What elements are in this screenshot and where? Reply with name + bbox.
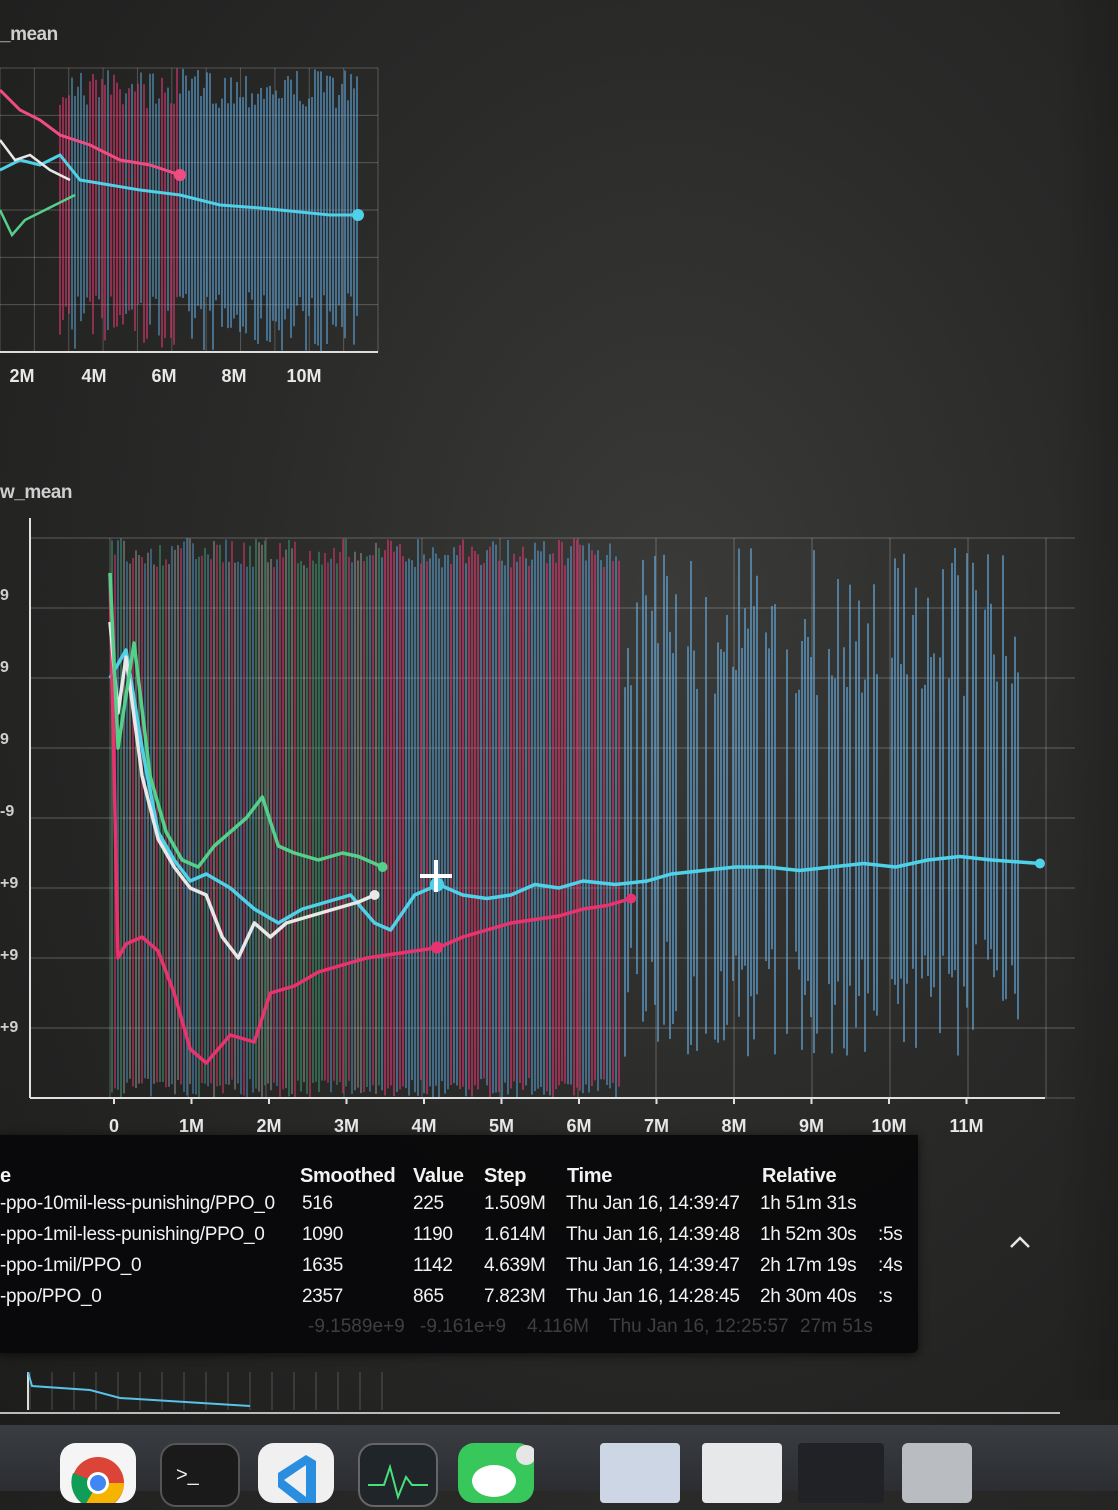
ghost-smoothed: -9.1589e+9 (308, 1316, 405, 1337)
y-tick-label: +9 (0, 1019, 18, 1036)
tooltip-cell-name: -ppo/PPO_0 (0, 1286, 102, 1307)
hover-tooltip: e Smoothed Value Step Time Relative -ppo… (0, 1135, 918, 1353)
window-thumbnail-icon[interactable] (798, 1443, 884, 1503)
header-relative[interactable]: Relative (762, 1165, 837, 1187)
x-tick-label: 9M (799, 1116, 824, 1136)
ghost-value: -9.161e+9 (420, 1316, 507, 1337)
ghost-step: 4.116M (527, 1316, 589, 1337)
tooltip-cell-time: Thu Jan 16, 14:28:45 (566, 1286, 740, 1307)
series-line-2[interactable] (108, 621, 376, 960)
tooltip-cell-smoothed: 516 (302, 1193, 333, 1214)
tooltip-cell-smoothed: 1635 (302, 1255, 344, 1276)
ghost-time: Thu Jan 16, 12:25:57 (609, 1316, 789, 1337)
series-end-point-2 (369, 890, 380, 900)
tooltip-cell-name: -ppo-10mil-less-punishing/PPO_0 (0, 1193, 275, 1214)
y-tick-label: +9 (0, 947, 18, 964)
terminal-icon[interactable]: >_ (160, 1443, 240, 1507)
tooltip-cell-name: -ppo-1mil/PPO_0 (0, 1255, 142, 1276)
header-value[interactable]: Value (413, 1165, 464, 1187)
top-chart-title: _mean (0, 24, 58, 45)
ghost-relative: 27m 51s (800, 1316, 873, 1337)
messages-icon[interactable] (458, 1443, 536, 1503)
x-tick-label: 10M (871, 1116, 906, 1136)
tooltip-cell-relative: 2h 30m 40s (760, 1286, 857, 1307)
header-time[interactable]: Time (567, 1165, 613, 1187)
main-chart-title: w_mean (0, 482, 72, 503)
tooltip-cell-tail: :4s (878, 1255, 903, 1276)
y-tick-label: 9 (0, 731, 9, 748)
x-tick-label: 2M (256, 1116, 281, 1136)
screen-edge (1056, 0, 1118, 1400)
tooltip-cell-step: 4.639M (484, 1255, 546, 1276)
top-x-tick: 2M (9, 366, 34, 386)
series-line-1[interactable] (108, 572, 632, 1065)
y-tick-label: -9 (0, 803, 14, 820)
tooltip-cell-value: 1190 (413, 1224, 453, 1245)
tooltip-cell-tail: :s (878, 1286, 893, 1307)
tooltip-cell-smoothed: 1090 (302, 1224, 344, 1245)
header-smoothed[interactable]: Smoothed (300, 1165, 396, 1187)
x-tick-label: 4M (411, 1116, 436, 1136)
top-x-tick: 10M (286, 366, 321, 386)
x-tick-label: 1M (179, 1116, 204, 1136)
tooltip-cell-step: 1.614M (484, 1224, 546, 1245)
bottom-chart-preview[interactable] (0, 1372, 1060, 1414)
window-thumbnail-icon[interactable] (600, 1443, 680, 1503)
y-tick-label: 9 (0, 659, 9, 676)
top-x-tick: 4M (81, 366, 106, 386)
x-tick-label: 6M (566, 1116, 591, 1136)
tooltip-cell-name: -ppo-1mil-less-punishing/PPO_0 (0, 1224, 265, 1245)
top-x-tick: 8M (221, 366, 246, 386)
tooltip-cell-step: 1.509M (484, 1193, 546, 1214)
series-line-0[interactable] (108, 648, 1041, 932)
series-end-point-0 (1035, 858, 1045, 869)
tooltip-cell-time: Thu Jan 16, 14:39:47 (566, 1255, 740, 1276)
chrome-icon[interactable] (60, 1443, 136, 1509)
trash-icon[interactable] (902, 1443, 972, 1503)
hover-point (431, 941, 443, 954)
tooltip-cell-value: 865 (413, 1286, 444, 1307)
chevron-up-icon[interactable] (1000, 1222, 1040, 1262)
dock: >_ (0, 1425, 1118, 1509)
tooltip-cell-relative: 1h 51m 31s (760, 1193, 857, 1214)
y-tick-label: 9 (0, 587, 9, 604)
series-end-point-3 (377, 862, 388, 872)
x-tick-label: 8M (721, 1116, 746, 1136)
tooltip-cell-smoothed: 2357 (302, 1286, 344, 1307)
x-tick-label: 0 (109, 1116, 119, 1136)
tooltip-cell-step: 7.823M (484, 1286, 546, 1307)
tooltip-cell-tail: :5s (878, 1224, 903, 1245)
tooltip-cell-relative: 1h 52m 30s (760, 1224, 857, 1245)
header-step[interactable]: Step (484, 1165, 527, 1187)
x-tick-label: 5M (489, 1116, 514, 1136)
x-tick-label: 11M (949, 1116, 983, 1136)
window-thumbnail-icon[interactable] (702, 1443, 782, 1503)
main-chart[interactable]: 0 1M 2M 3M 4M 5M 6M 7M 8M 9M 10M 11M 9 9 9 -9 +9 +9 +9 (0, 510, 1080, 1150)
tooltip-cell-value: 225 (413, 1193, 444, 1214)
tooltip-cell-relative: 2h 17m 19s (760, 1255, 857, 1276)
top-chart[interactable]: 2M 4M 6M 8M 10M (0, 60, 390, 400)
header-name: e (0, 1165, 11, 1187)
activity-monitor-icon[interactable] (358, 1443, 438, 1507)
svg-text:>_: >_ (176, 1464, 200, 1486)
y-tick-label: +9 (0, 875, 18, 892)
x-tick-label: 7M (644, 1116, 669, 1136)
tooltip-cell-time: Thu Jan 16, 14:39:47 (566, 1193, 740, 1214)
series-line-3[interactable] (108, 572, 384, 869)
vscode-icon[interactable] (258, 1443, 334, 1509)
tooltip-cell-value: 1142 (413, 1255, 453, 1276)
x-tick-label: 3M (334, 1116, 359, 1136)
tooltip-cell-time: Thu Jan 16, 14:39:48 (566, 1224, 740, 1245)
top-x-tick: 6M (151, 366, 176, 386)
series-end-point-1 (626, 893, 637, 904)
